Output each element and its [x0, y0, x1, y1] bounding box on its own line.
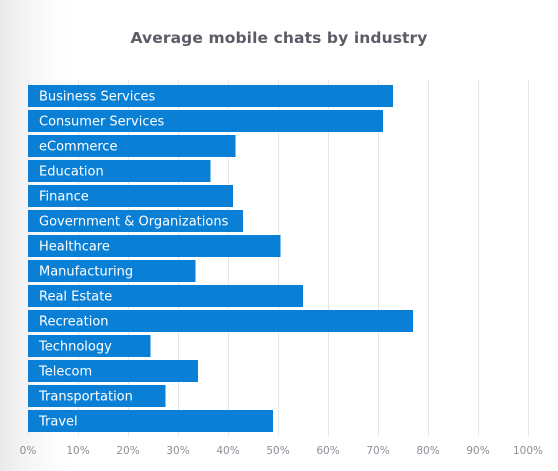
bar [28, 185, 233, 207]
bar-label: Technology [38, 340, 112, 355]
bar-label: Healthcare [39, 240, 110, 255]
bar [28, 235, 281, 257]
bar-label: Business Services [39, 90, 156, 105]
x-tick-label: 50% [266, 445, 289, 457]
bar [28, 360, 198, 382]
bar-label: eCommerce [39, 140, 118, 155]
bar-label: Finance [39, 190, 89, 205]
x-tick-label: 10% [66, 445, 89, 457]
x-tick-label: 20% [116, 445, 139, 457]
x-tick-label: 0% [20, 445, 37, 457]
x-tick-label: 100% [513, 445, 543, 457]
chart-title: Average mobile chats by industry [130, 29, 428, 47]
bar [28, 285, 303, 307]
bar [28, 410, 273, 432]
bar [28, 110, 383, 132]
x-tick-label: 30% [166, 445, 189, 457]
bar [28, 310, 413, 332]
bar [28, 135, 236, 157]
bar [28, 210, 243, 232]
x-tick-label: 40% [216, 445, 239, 457]
bar-label: Government & Organizations [39, 215, 229, 230]
bar-label: Real Estate [39, 290, 112, 305]
bar [28, 85, 393, 107]
bar-label: Travel [38, 415, 78, 430]
x-tick-label: 80% [416, 445, 439, 457]
bar [28, 260, 196, 282]
bar-label: Recreation [39, 315, 109, 330]
bar [28, 385, 166, 407]
bar-label: Telecom [38, 365, 92, 380]
x-tick-label: 60% [316, 445, 339, 457]
bar-label: Transportation [38, 390, 133, 405]
bar-label: Consumer Services [39, 115, 164, 130]
x-tick-label: 70% [366, 445, 389, 457]
bar-label: Manufacturing [39, 265, 133, 280]
bar [28, 335, 151, 357]
bar [28, 160, 211, 182]
bar-label: Education [39, 165, 104, 180]
x-tick-label: 90% [466, 445, 489, 457]
